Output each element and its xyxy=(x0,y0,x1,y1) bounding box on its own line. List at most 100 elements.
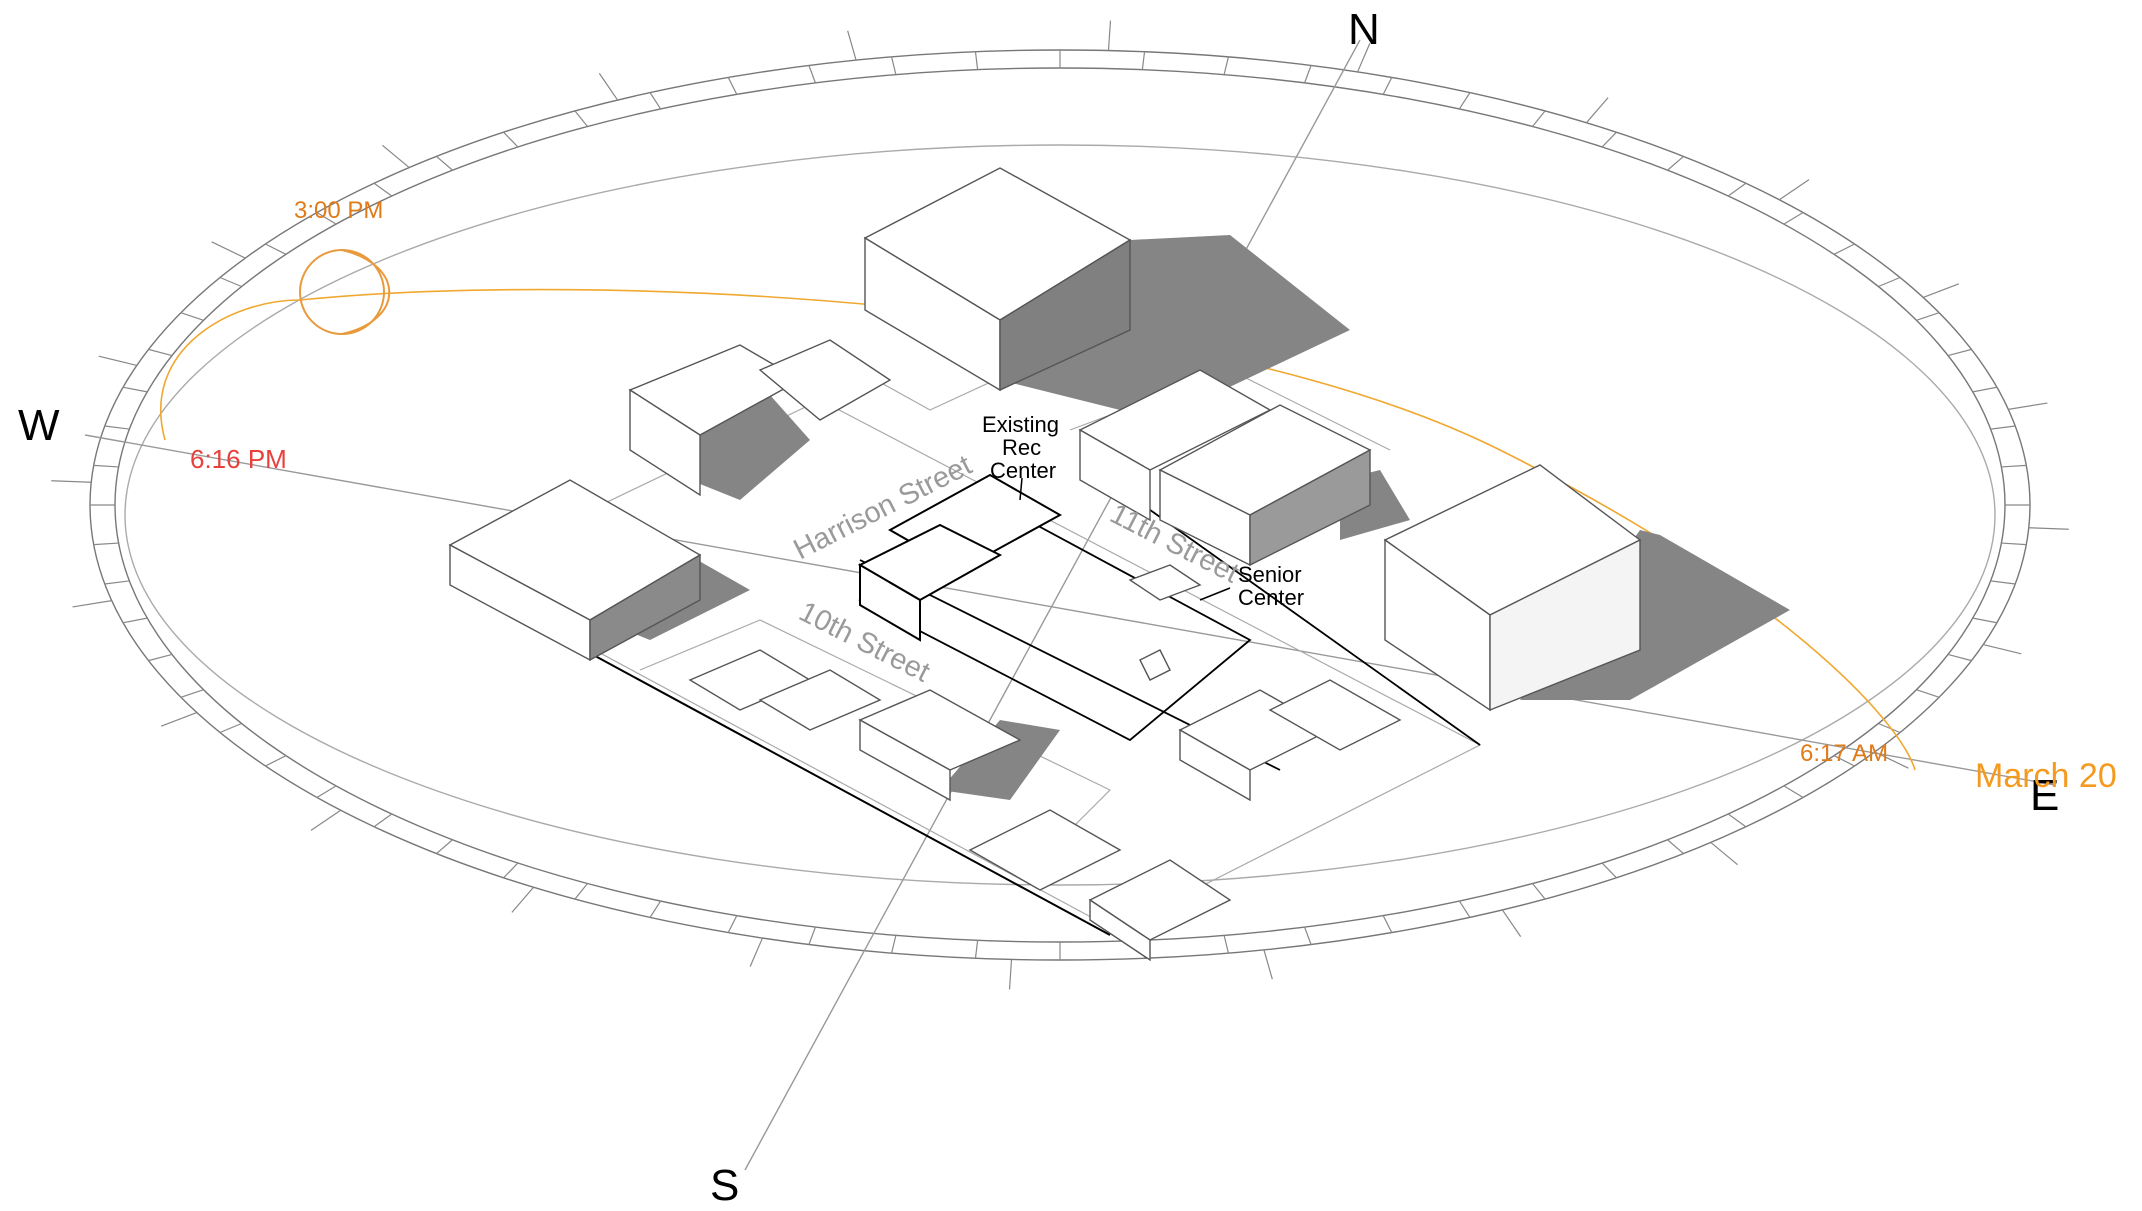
compass-tick xyxy=(890,56,897,75)
compass-tick xyxy=(1727,813,1747,828)
compass-tick xyxy=(1783,212,1804,225)
compass-tick xyxy=(1141,51,1146,70)
compass-tick xyxy=(1916,312,1940,321)
compass-tick xyxy=(316,212,337,225)
compass-major-tick xyxy=(1501,909,1522,937)
compass-major-tick xyxy=(72,600,112,608)
compass-major-tick xyxy=(1107,20,1112,51)
compass-tick xyxy=(219,722,242,734)
compass-tick xyxy=(93,464,119,468)
compass-tick xyxy=(1947,653,1972,662)
compass-tick xyxy=(1916,689,1940,698)
compass-tick xyxy=(808,926,816,945)
compass-major-tick xyxy=(511,886,535,913)
compass-tick xyxy=(808,65,816,84)
senior-center-label: Senior Center xyxy=(1238,562,1304,610)
compass-major-tick xyxy=(160,711,197,727)
compass-tick xyxy=(1601,131,1617,148)
north-label: N xyxy=(1348,5,1380,54)
compass-tick xyxy=(974,940,979,959)
compass-tick xyxy=(316,785,337,798)
compass-major-tick xyxy=(1357,43,1371,73)
compass-tick xyxy=(1972,617,1998,624)
sun-position-time-label: 3:00 PM xyxy=(294,197,383,224)
compass-tick xyxy=(1878,276,1901,288)
rec-center-label-line3: Center xyxy=(990,458,1056,483)
compass-tick xyxy=(1532,110,1546,127)
compass-tick-marks xyxy=(51,20,2069,990)
compass-tick xyxy=(1783,785,1804,798)
compass-major-tick xyxy=(1008,959,1013,990)
compass-tick xyxy=(1878,722,1901,734)
compass-tick xyxy=(503,131,519,148)
compass-tick xyxy=(1667,155,1684,171)
compass-major-tick xyxy=(847,30,857,61)
compass-tick xyxy=(180,312,204,321)
west-label: W xyxy=(18,401,60,450)
compass-tick xyxy=(436,155,453,171)
south-label: S xyxy=(710,1161,739,1206)
compass-major-tick xyxy=(310,809,342,831)
compass-tick xyxy=(180,689,204,698)
compass-tick xyxy=(974,51,979,70)
compass-tick xyxy=(503,862,519,879)
compass-tick xyxy=(649,92,662,110)
compass-major-tick xyxy=(211,241,246,259)
compass-tick xyxy=(1727,182,1747,197)
rec-center-label-line1: Existing xyxy=(982,412,1059,437)
compass-tick xyxy=(1304,926,1312,945)
context-buildings xyxy=(448,167,1642,962)
compass-tick xyxy=(1990,580,2016,585)
compass-major-tick xyxy=(382,144,410,169)
compass-tick xyxy=(574,883,588,900)
senior-center-label-line2: Center xyxy=(1238,585,1304,610)
compass-tick xyxy=(1223,56,1230,75)
compass-major-tick xyxy=(749,937,763,967)
sunset-time-label: 6:16 PM xyxy=(190,444,287,474)
callout-leaders xyxy=(1019,477,1231,601)
compass-tick xyxy=(148,348,173,357)
compass-tick xyxy=(93,542,119,546)
compass-tick xyxy=(574,110,588,127)
compass-major-tick xyxy=(1710,841,1738,866)
compass-tick xyxy=(1458,92,1471,110)
compass-major-tick xyxy=(1983,643,2022,655)
cardinal-axes xyxy=(84,39,2056,1171)
compass-tick xyxy=(1382,77,1393,95)
compass-tick xyxy=(436,839,453,855)
compass-tick xyxy=(1382,915,1393,933)
east-label: E xyxy=(2030,771,2059,820)
compass-tick xyxy=(122,617,148,624)
compass-tick xyxy=(1223,935,1230,954)
compass-tick xyxy=(649,900,662,918)
compass-tick xyxy=(1972,386,1998,393)
compass-major-tick xyxy=(1585,97,1609,124)
compass-major-tick xyxy=(1778,179,1810,201)
compass-tick xyxy=(148,653,173,662)
compass-tick xyxy=(104,425,130,430)
compass-tick xyxy=(104,580,130,585)
compass-tick xyxy=(1833,755,1855,767)
compass-tick xyxy=(373,813,393,828)
compass-tick xyxy=(2001,464,2027,468)
compass-major-tick xyxy=(1923,283,1960,299)
compass-tick xyxy=(265,243,287,255)
compass-tick xyxy=(219,276,242,288)
compass-tick xyxy=(265,755,287,767)
compass-tick xyxy=(1990,425,2016,430)
compass-tick xyxy=(1833,243,1855,255)
sunrise-time-label: 6:17 AM xyxy=(1800,740,1888,767)
compass-tick xyxy=(1667,839,1684,855)
compass-major-tick xyxy=(1263,949,1273,980)
compass-tick xyxy=(2001,542,2027,546)
senior-center-label-line1: Senior xyxy=(1238,562,1302,587)
compass-tick xyxy=(1947,348,1972,357)
compass-tick xyxy=(122,386,148,393)
compass-major-tick xyxy=(98,355,137,367)
compass-tick xyxy=(1532,883,1546,900)
compass-major-tick xyxy=(2028,527,2069,530)
rec-center-label-line2: Rec xyxy=(1002,435,1041,460)
compass-major-tick xyxy=(2008,402,2048,410)
date-label: March 20 xyxy=(1975,757,2117,795)
